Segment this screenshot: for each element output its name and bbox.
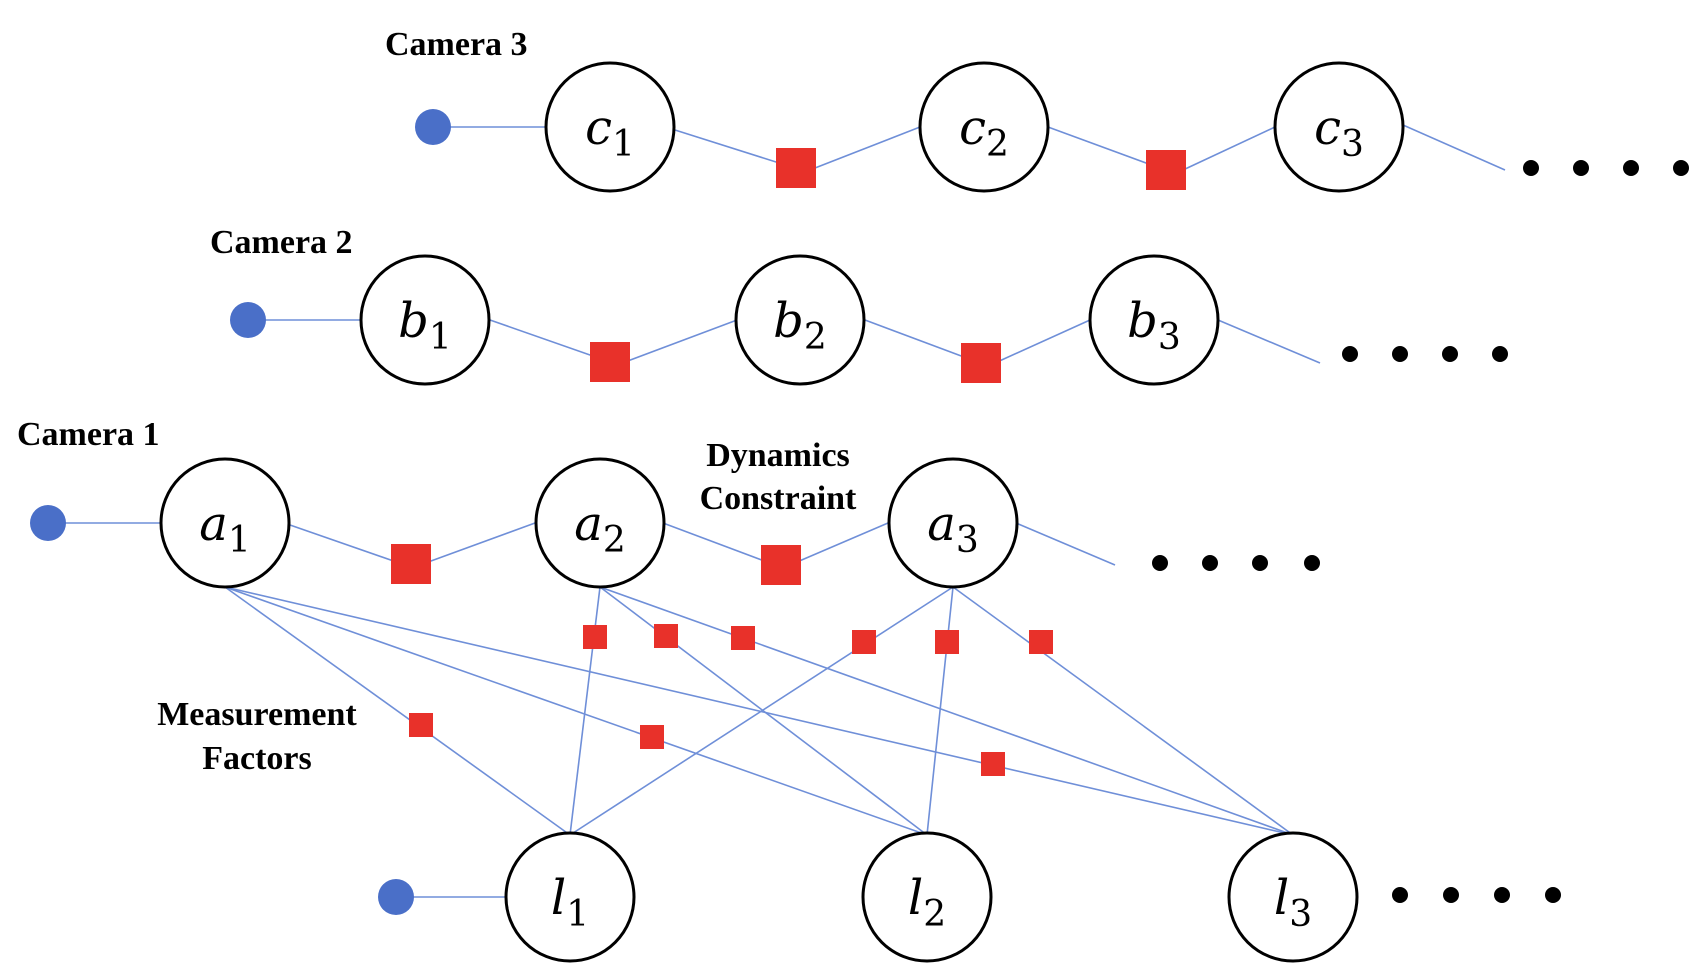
dynamics-factor-icon-b23 [961, 343, 1001, 383]
edge-a2-factor [662, 522, 776, 566]
measurement-factor-icon-a1-l2 [640, 725, 664, 749]
edge-factor-b2 [624, 319, 738, 363]
edge-a2-l2 [599, 586, 928, 836]
node-l1: l1 [504, 831, 636, 963]
measurement-factor-icon-a2-l2 [654, 624, 678, 648]
node-a1: a1 [159, 457, 291, 589]
measurement-factor-icon-a1-l3 [981, 752, 1005, 776]
dynamics-factor-icon-b12 [590, 342, 630, 382]
svg-text:b1: b1 [398, 293, 452, 358]
edge-factor-c3 [1182, 126, 1276, 171]
camera2-label: Camera 2 [210, 224, 353, 261]
node-l2: l2 [861, 831, 993, 963]
continuation-a-ellipsis-icon [1152, 555, 1320, 571]
node-b3: b3 [1088, 254, 1220, 386]
node-a3: a3 [887, 457, 1019, 589]
prior-factors [30, 109, 451, 915]
dynamics-factor-icon-c23 [1146, 150, 1186, 190]
measurement-factors [409, 624, 1053, 776]
node-c1: c1 [544, 61, 676, 193]
svg-text:b2: b2 [773, 293, 827, 358]
edge-a3-l3 [952, 586, 1294, 836]
svg-text:b3: b3 [1127, 293, 1181, 358]
measurement-factors-label-line2: Factors [202, 740, 312, 777]
node-a2: a2 [534, 457, 666, 589]
svg-text:c3: c3 [1314, 100, 1364, 165]
svg-text:l2: l2 [908, 870, 946, 935]
measurement-factors-label-line1: Measurement [157, 696, 357, 733]
prior-icon-c1 [415, 109, 451, 145]
dynamics-constraint-label-line1: Dynamics [706, 437, 850, 474]
svg-text:c1: c1 [585, 100, 635, 165]
edge-a1-l1 [224, 586, 571, 836]
edge-b2-factor [864, 319, 981, 364]
svg-text:l3: l3 [1274, 870, 1312, 935]
dynamics-factors [391, 148, 1186, 585]
dynamics-factor-icon-a12 [391, 544, 431, 584]
node-c2: c2 [918, 61, 1050, 193]
continuation-b-ellipsis-icon [1342, 346, 1508, 362]
prior-icon-l1 [378, 879, 414, 915]
edge-a1-factor [289, 524, 406, 566]
edge-a1-l2 [224, 586, 928, 836]
edge-c3-continuation [1402, 124, 1506, 171]
svg-text:a1: a1 [199, 496, 251, 561]
node-b2: b2 [734, 254, 866, 386]
node-l3: l3 [1227, 831, 1359, 963]
svg-text:l1: l1 [551, 870, 589, 935]
camera3-label: Camera 3 [385, 26, 528, 63]
edge-a2-l3 [599, 586, 1294, 836]
continuation-c-ellipsis-icon [1523, 160, 1689, 176]
svg-text:a2: a2 [574, 496, 626, 561]
edge-a3-continuation [1015, 522, 1116, 566]
measurement-factor-icon-a3-l2 [935, 630, 959, 654]
dynamics-constraint-label-line2: Constraint [700, 480, 857, 517]
svg-text:c2: c2 [959, 100, 1009, 165]
edge-factor-b3 [994, 319, 1091, 364]
prior-icon-b1 [230, 302, 266, 338]
edge-c2-factor [1047, 126, 1166, 171]
edge-factor-a2 [419, 522, 536, 566]
measurement-factor-icon-a2-l3 [731, 626, 755, 650]
prior-icon-a1 [30, 505, 66, 541]
node-c3: c3 [1273, 61, 1405, 193]
edge-b3-continuation [1217, 319, 1321, 364]
edge-a3-l2 [926, 586, 954, 836]
measurement-factor-icon-a1-l1 [409, 713, 433, 737]
edge-c1-factor [674, 129, 796, 169]
continuation-l-ellipsis-icon [1392, 887, 1561, 903]
edge-factor-a3 [789, 522, 889, 566]
edges [50, 124, 1506, 898]
measurement-factor-icon-a3-l1 [852, 630, 876, 654]
node-b1: b1 [359, 254, 491, 386]
dynamics-factor-icon-c12 [776, 148, 816, 188]
measurement-factor-icon-a2-l1 [583, 625, 607, 649]
camera1-label: Camera 1 [17, 416, 160, 453]
edge-a1-l3 [224, 586, 1294, 836]
edge-factor-c2 [814, 126, 921, 169]
edge-a3-l1 [569, 586, 954, 836]
dynamics-factor-icon-a23 [761, 545, 801, 585]
svg-text:a3: a3 [927, 496, 979, 561]
measurement-factor-icon-a3-l3 [1029, 630, 1053, 654]
variable-nodes: c1 c2 c3 b1 b2 b3 a1 a2 [159, 61, 1405, 963]
